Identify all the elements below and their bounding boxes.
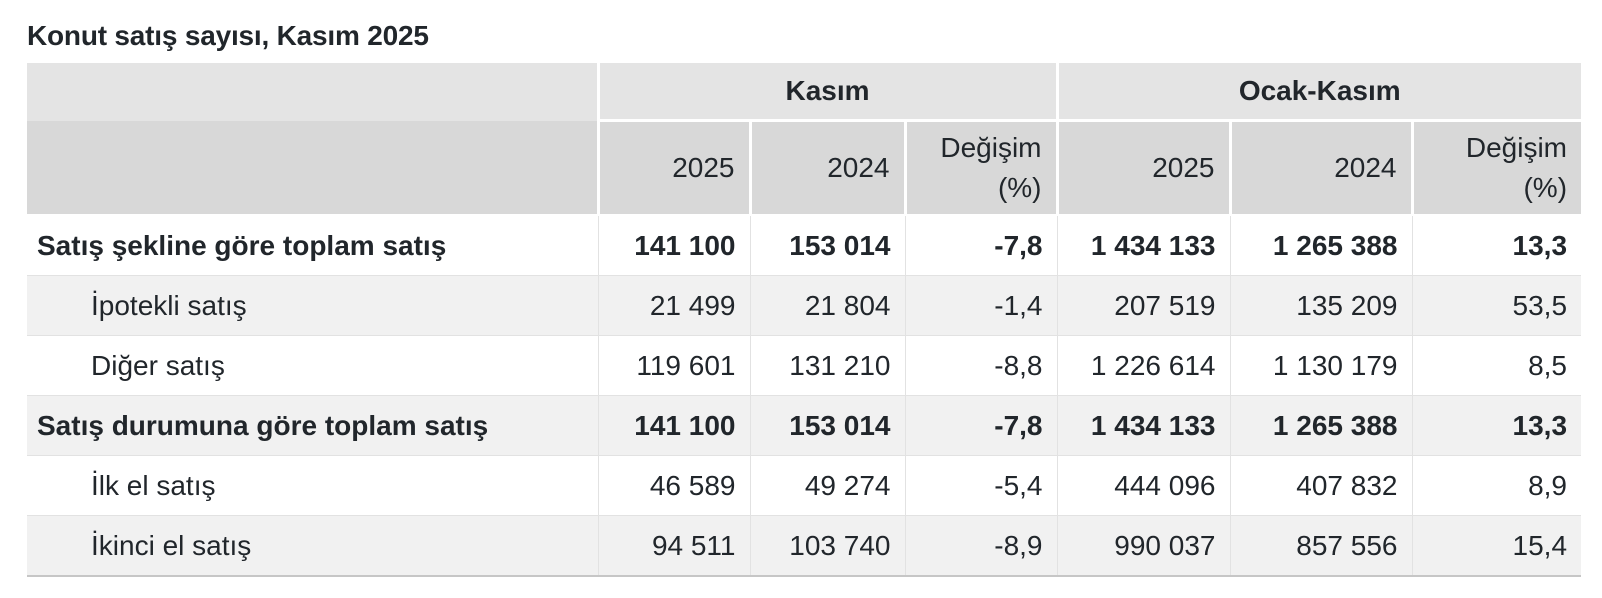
value-cell: 8,9 <box>1411 455 1582 516</box>
header-kasim-degisim: Değişim (%) <box>903 120 1057 216</box>
corner-cell <box>27 120 598 216</box>
column-group-ocak-kasim: Ocak-Kasım <box>1055 63 1582 122</box>
table-row-diger-satis: Diğer satış 119 601 131 210 -8,8 1 226 6… <box>27 335 1582 396</box>
column-group-row: Kasım Ocak-Kasım <box>27 63 1582 122</box>
value-cell: 153 014 <box>749 214 905 276</box>
row-label: İkinci el satış <box>27 515 598 576</box>
value-cell: 8,5 <box>1411 335 1582 396</box>
value-cell: -7,8 <box>904 395 1057 456</box>
value-cell: 407 832 <box>1229 455 1412 516</box>
value-cell: 1 130 179 <box>1229 335 1412 396</box>
value-cell: 1 265 388 <box>1229 214 1412 276</box>
value-cell: 131 210 <box>749 335 905 396</box>
table-header: Kasım Ocak-Kasım 2025 2024 Değişim (%) 2… <box>27 63 1582 216</box>
value-cell: 141 100 <box>597 395 750 456</box>
corner-cell <box>27 63 598 121</box>
value-cell: -1,4 <box>904 275 1057 336</box>
value-cell: 13,3 <box>1411 395 1582 456</box>
table-row-satis-durumuna-toplam: Satış durumuna göre toplam satış 141 100… <box>27 395 1582 456</box>
header-kasim-2025: 2025 <box>596 120 750 216</box>
row-label: İlk el satış <box>27 455 598 516</box>
value-cell: 1 265 388 <box>1229 395 1412 456</box>
value-cell: 103 740 <box>749 515 905 576</box>
header-ocak-2025: 2025 <box>1055 120 1230 216</box>
table-body: Satış şekline göre toplam satış 141 100 … <box>27 214 1582 576</box>
value-cell: 13,3 <box>1411 214 1582 276</box>
value-cell: 21 499 <box>597 275 750 336</box>
value-cell: 857 556 <box>1229 515 1412 576</box>
row-label: Satış şekline göre toplam satış <box>27 214 598 276</box>
value-cell: 46 589 <box>597 455 750 516</box>
value-cell: -7,8 <box>904 214 1057 276</box>
value-cell: 1 434 133 <box>1056 214 1230 276</box>
row-label: Satış durumuna göre toplam satış <box>27 395 598 456</box>
value-cell: 21 804 <box>749 275 905 336</box>
table-row-ipotekli-satis: İpotekli satış 21 499 21 804 -1,4 207 51… <box>27 275 1582 336</box>
value-cell: 53,5 <box>1411 275 1582 336</box>
sub-header-row: 2025 2024 Değişim (%) 2025 2024 Değişim … <box>27 120 1582 216</box>
value-cell: 15,4 <box>1411 515 1582 576</box>
value-cell: 1 226 614 <box>1056 335 1230 396</box>
value-cell: -5,4 <box>904 455 1057 516</box>
column-group-kasim: Kasım <box>596 63 1057 122</box>
value-cell: -8,8 <box>904 335 1057 396</box>
value-cell: 141 100 <box>597 214 750 276</box>
value-cell: 135 209 <box>1229 275 1412 336</box>
value-cell: 990 037 <box>1056 515 1230 576</box>
table-row-ilk-el-satis: İlk el satış 46 589 49 274 -5,4 444 096 … <box>27 455 1582 516</box>
housing-sales-table: Kasım Ocak-Kasım 2025 2024 Değişim (%) 2… <box>27 63 1582 577</box>
value-cell: 94 511 <box>597 515 750 576</box>
value-cell: 207 519 <box>1056 275 1230 336</box>
header-ocak-2024: 2024 <box>1228 120 1412 216</box>
table-row-satis-sekline-toplam: Satış şekline göre toplam satış 141 100 … <box>27 214 1582 276</box>
value-cell: 119 601 <box>597 335 750 396</box>
value-cell: 1 434 133 <box>1056 395 1230 456</box>
value-cell: 153 014 <box>749 395 905 456</box>
row-label: Diğer satış <box>27 335 598 396</box>
page-title: Konut satış sayısı, Kasım 2025 <box>27 20 429 51</box>
row-label: İpotekli satış <box>27 275 598 336</box>
value-cell: -8,9 <box>904 515 1057 576</box>
header-kasim-2024: 2024 <box>748 120 905 216</box>
value-cell: 444 096 <box>1056 455 1230 516</box>
header-ocak-degisim: Değişim (%) <box>1410 120 1582 216</box>
value-cell: 49 274 <box>749 455 905 516</box>
table-row-ikinci-el-satis: İkinci el satış 94 511 103 740 -8,9 990 … <box>27 515 1582 576</box>
